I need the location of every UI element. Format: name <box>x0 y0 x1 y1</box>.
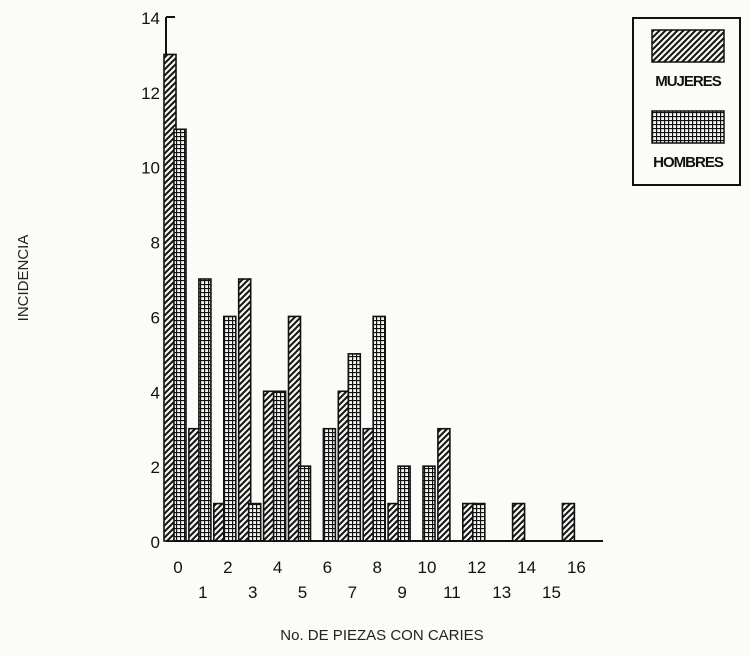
bar-hombres-8 <box>372 315 387 542</box>
bar-mujeres-14 <box>511 502 526 542</box>
legend-box <box>632 17 741 186</box>
bar-hombres-10 <box>422 465 436 542</box>
bar-hombres-9 <box>397 465 411 542</box>
y-tick-label: 6 <box>151 308 160 327</box>
x-tick-label: 2 <box>223 558 232 577</box>
x-tick-label: 1 <box>198 583 207 602</box>
x-axis-title: No. DE PIEZAS CON CARIES <box>280 627 483 644</box>
x-tick-label: 9 <box>397 583 406 602</box>
bar-hombres-12 <box>471 502 486 542</box>
x-tick-label: 7 <box>348 583 357 602</box>
x-tick-label: 0 <box>173 558 182 577</box>
legend-label-hombres: HOMBRES <box>653 154 724 171</box>
bar-hombres-2 <box>223 315 237 542</box>
bar-hombres-5 <box>297 465 312 542</box>
x-tick-label: 11 <box>443 583 461 602</box>
y-tick-label: 14 <box>141 9 160 28</box>
legend-swatch-mujeres <box>651 29 725 63</box>
y-tick-label: 12 <box>141 84 160 103</box>
x-tick-label: 12 <box>467 558 486 577</box>
y-tick-label: 0 <box>151 533 160 552</box>
y-axis-title-rotated: INCIDENCIA <box>15 235 32 322</box>
bar-hombres-6 <box>322 427 337 542</box>
x-tick-label: 6 <box>323 558 332 577</box>
legend-swatch-hombres <box>651 110 725 144</box>
bar-mujeres-3 <box>237 278 252 542</box>
y-tick-label: 10 <box>141 159 160 178</box>
x-tick-label: 16 <box>567 558 586 577</box>
y-tick-label: 8 <box>151 234 160 253</box>
bar-hombres-4 <box>272 390 287 542</box>
bar-mujeres-11 <box>437 427 451 542</box>
x-tick-label: 8 <box>372 558 381 577</box>
bar-hombres-7 <box>347 353 362 542</box>
x-tick-label: 3 <box>248 583 257 602</box>
x-tick-label: 13 <box>492 583 511 602</box>
x-tick-label: 15 <box>542 583 561 602</box>
bar-hombres-0 <box>173 128 187 542</box>
x-tick-label: 5 <box>298 583 307 602</box>
bar-mujeres-16 <box>561 502 576 542</box>
bars-group <box>163 53 576 542</box>
x-tick-label: 4 <box>273 558 282 577</box>
legend-label-mujeres: MUJERES <box>655 73 722 90</box>
bar-hombres-1 <box>198 278 212 542</box>
bar-hombres-3 <box>247 502 262 542</box>
legend: MUJERES HOMBRES <box>632 17 741 186</box>
y-tick-label: 2 <box>151 458 160 477</box>
x-tick-label: 10 <box>418 558 437 577</box>
bar-mujeres-5 <box>287 315 302 542</box>
x-tick-label: 14 <box>517 558 536 577</box>
y-tick-label: 4 <box>151 383 160 402</box>
